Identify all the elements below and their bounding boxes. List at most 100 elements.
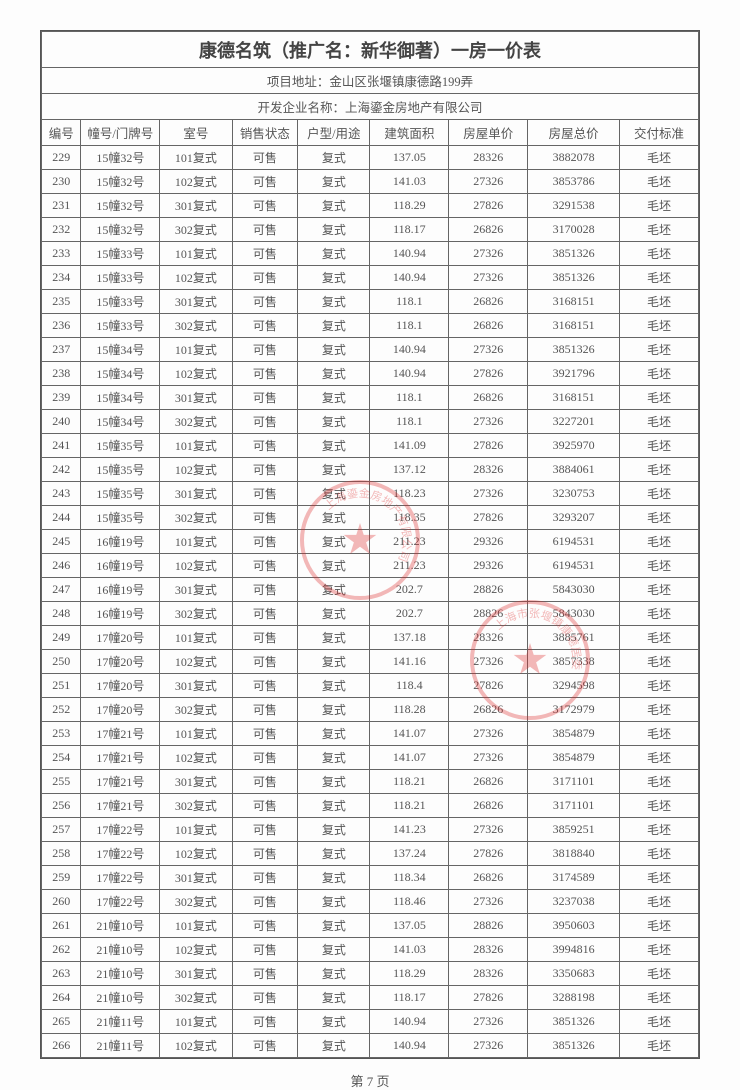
table-cell: 241	[42, 434, 81, 458]
table-cell: 253	[42, 722, 81, 746]
table-cell: 毛坯	[620, 938, 699, 962]
table-cell: 141.09	[370, 434, 449, 458]
table-cell: 15幢33号	[81, 314, 160, 338]
table-cell: 可售	[232, 506, 298, 530]
pricing-table: 康德名筑（推广名：新华御著）一房一价表 项目地址：金山区张堰镇康德路199弄 开…	[41, 31, 699, 1058]
developer-name: 开发企业名称：上海鎏金房地产有限公司	[42, 94, 699, 120]
table-cell: 复式	[298, 530, 370, 554]
table-cell: 复式	[298, 938, 370, 962]
table-cell: 235	[42, 290, 81, 314]
table-cell: 复式	[298, 146, 370, 170]
table-cell: 118.28	[370, 698, 449, 722]
table-row: 25217幢20号302复式可售复式118.28268263172979毛坯	[42, 698, 699, 722]
table-cell: 302复式	[160, 698, 232, 722]
table-cell: 17幢20号	[81, 626, 160, 650]
table-cell: 复式	[298, 842, 370, 866]
table-cell: 102复式	[160, 842, 232, 866]
table-cell: 毛坯	[620, 674, 699, 698]
table-row: 25417幢21号102复式可售复式141.07273263854879毛坯	[42, 746, 699, 770]
table-cell: 242	[42, 458, 81, 482]
table-cell: 毛坯	[620, 698, 699, 722]
table-cell: 15幢32号	[81, 218, 160, 242]
table-cell: 可售	[232, 290, 298, 314]
table-cell: 234	[42, 266, 81, 290]
table-cell: 复式	[298, 170, 370, 194]
table-cell: 137.12	[370, 458, 449, 482]
table-row: 25817幢22号102复式可售复式137.24278263818840毛坯	[42, 842, 699, 866]
table-cell: 可售	[232, 866, 298, 890]
table-cell: 复式	[298, 362, 370, 386]
table-cell: 17幢21号	[81, 746, 160, 770]
table-cell: 118.21	[370, 794, 449, 818]
table-cell: 3291538	[528, 194, 620, 218]
project-address: 项目地址：金山区张堰镇康德路199弄	[42, 68, 699, 94]
table-cell: 复式	[298, 818, 370, 842]
table-cell: 302复式	[160, 506, 232, 530]
table-cell: 3171101	[528, 770, 620, 794]
table-row: 23915幢34号301复式可售复式118.1268263168151毛坯	[42, 386, 699, 410]
table-cell: 141.03	[370, 170, 449, 194]
table-cell: 258	[42, 842, 81, 866]
table-cell: 16幢19号	[81, 602, 160, 626]
table-cell: 复式	[298, 458, 370, 482]
table-cell: 141.07	[370, 722, 449, 746]
table-cell: 复式	[298, 722, 370, 746]
table-cell: 250	[42, 650, 81, 674]
table-cell: 101复式	[160, 242, 232, 266]
table-cell: 3171101	[528, 794, 620, 818]
table-cell: 211.23	[370, 554, 449, 578]
col-status-header: 销售状态	[232, 120, 298, 146]
table-cell: 211.23	[370, 530, 449, 554]
table-cell: 246	[42, 554, 81, 578]
table-cell: 239	[42, 386, 81, 410]
table-cell: 可售	[232, 554, 298, 578]
table-cell: 3853786	[528, 170, 620, 194]
table-cell: 3851326	[528, 1010, 620, 1034]
table-cell: 28826	[449, 602, 528, 626]
table-cell: 256	[42, 794, 81, 818]
table-cell: 264	[42, 986, 81, 1010]
table-cell: 复式	[298, 602, 370, 626]
table-cell: 可售	[232, 698, 298, 722]
table-row: 26421幢10号302复式可售复式118.17278263288198毛坯	[42, 986, 699, 1010]
table-cell: 265	[42, 1010, 81, 1034]
table-cell: 可售	[232, 626, 298, 650]
table-cell: 3230753	[528, 482, 620, 506]
table-cell: 27826	[449, 986, 528, 1010]
table-cell: 17幢21号	[81, 794, 160, 818]
table-cell: 21幢10号	[81, 986, 160, 1010]
table-cell: 102复式	[160, 746, 232, 770]
table-cell: 3851326	[528, 266, 620, 290]
table-cell: 229	[42, 146, 81, 170]
table-cell: 复式	[298, 554, 370, 578]
table-cell: 可售	[232, 578, 298, 602]
table-row: 23015幢32号102复式可售复式141.03273263853786毛坯	[42, 170, 699, 194]
table-cell: 15幢33号	[81, 290, 160, 314]
table-cell: 102复式	[160, 938, 232, 962]
table-cell: 3851326	[528, 338, 620, 362]
table-cell: 252	[42, 698, 81, 722]
table-cell: 复式	[298, 410, 370, 434]
table-cell: 28326	[449, 938, 528, 962]
table-cell: 301复式	[160, 482, 232, 506]
table-cell: 17幢20号	[81, 698, 160, 722]
table-cell: 可售	[232, 434, 298, 458]
table-cell: 230	[42, 170, 81, 194]
table-cell: 复式	[298, 338, 370, 362]
table-cell: 118.4	[370, 674, 449, 698]
table-cell: 复式	[298, 914, 370, 938]
table-row: 24315幢35号301复式可售复式118.23273263230753毛坯	[42, 482, 699, 506]
table-cell: 140.94	[370, 266, 449, 290]
pricing-table-wrapper: 康德名筑（推广名：新华御著）一房一价表 项目地址：金山区张堰镇康德路199弄 开…	[40, 30, 700, 1059]
table-cell: 21幢10号	[81, 962, 160, 986]
table-cell: 3288198	[528, 986, 620, 1010]
table-cell: 101复式	[160, 626, 232, 650]
table-cell: 118.17	[370, 986, 449, 1010]
table-cell: 27326	[449, 890, 528, 914]
table-cell: 17幢22号	[81, 866, 160, 890]
table-cell: 101复式	[160, 338, 232, 362]
table-cell: 可售	[232, 218, 298, 242]
page-number: 第 7 页	[40, 1071, 700, 1090]
table-cell: 毛坯	[620, 770, 699, 794]
table-cell: 244	[42, 506, 81, 530]
